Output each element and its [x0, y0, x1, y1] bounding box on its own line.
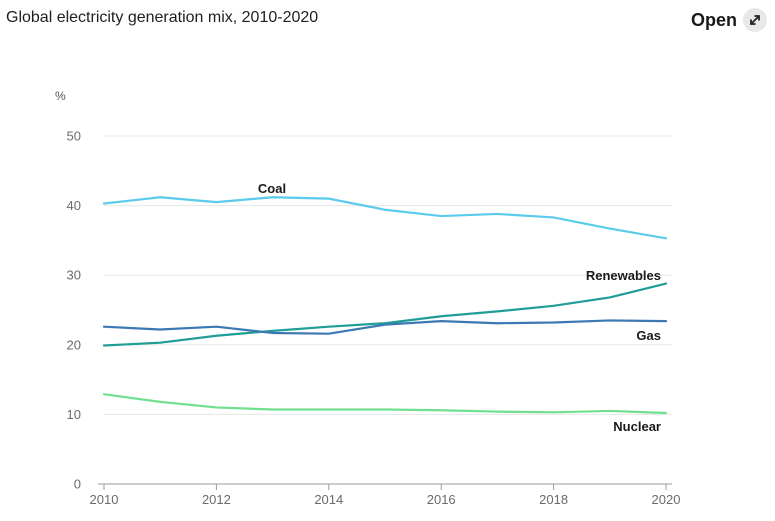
series-label-gas: Gas [636, 328, 661, 343]
open-button[interactable]: Open [691, 8, 767, 32]
chart-title: Global electricity generation mix, 2010-… [6, 9, 319, 26]
y-tick-label: 30 [67, 268, 81, 283]
y-tick-label: 50 [67, 129, 81, 144]
y-tick-label: 10 [67, 407, 81, 422]
expand-arrows-icon[interactable] [743, 8, 767, 32]
series-label-renewables: Renewables [586, 268, 661, 283]
x-tick-label: 2014 [314, 492, 343, 507]
series-line-gas [102, 319, 668, 335]
open-label: Open [690, 9, 737, 30]
series-label-coal: Coal [258, 181, 286, 196]
series-label-nuclear: Nuclear [613, 419, 661, 434]
series-line-renewables [102, 282, 668, 347]
y-axis-unit: % [55, 89, 66, 103]
y-axis-ticks: 0 10 20 30 40 50 [67, 129, 81, 492]
x-tick-label: 2016 [427, 492, 456, 507]
series-line-coal [102, 196, 668, 240]
x-tick-label: 2020 [652, 492, 681, 507]
series-lines [102, 196, 668, 415]
x-axis-ticks: 2010 2012 2014 2016 2018 2020 [90, 483, 681, 507]
y-tick-label: 40 [67, 198, 81, 213]
series-line-nuclear [102, 393, 668, 415]
y-tick-label: 0 [74, 477, 81, 492]
x-tick-label: 2018 [539, 492, 568, 507]
series-labels: Coal Renewables Gas Nuclear [258, 181, 661, 434]
x-tick-label: 2012 [202, 492, 231, 507]
x-tick-label: 2010 [90, 492, 119, 507]
grid [104, 135, 672, 415]
y-tick-label: 20 [67, 337, 81, 352]
